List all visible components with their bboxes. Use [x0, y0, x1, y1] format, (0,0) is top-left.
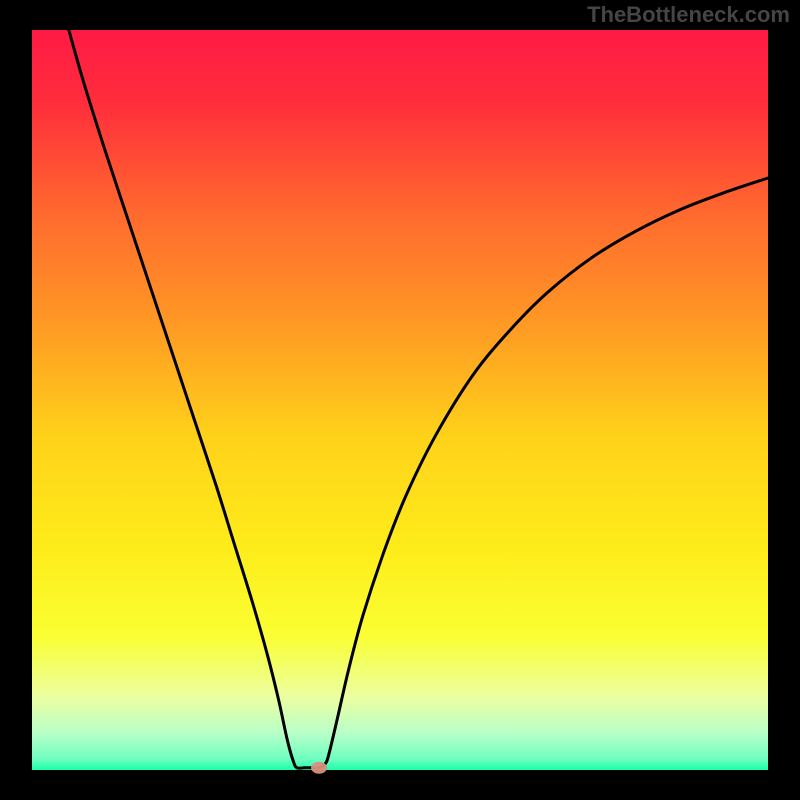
- plot-background: [32, 30, 768, 770]
- chart-svg: [0, 0, 800, 800]
- chart-container: { "watermark": { "text": "TheBottleneck.…: [0, 0, 800, 800]
- watermark-text: TheBottleneck.com: [587, 2, 790, 28]
- vertex-marker: [311, 762, 327, 774]
